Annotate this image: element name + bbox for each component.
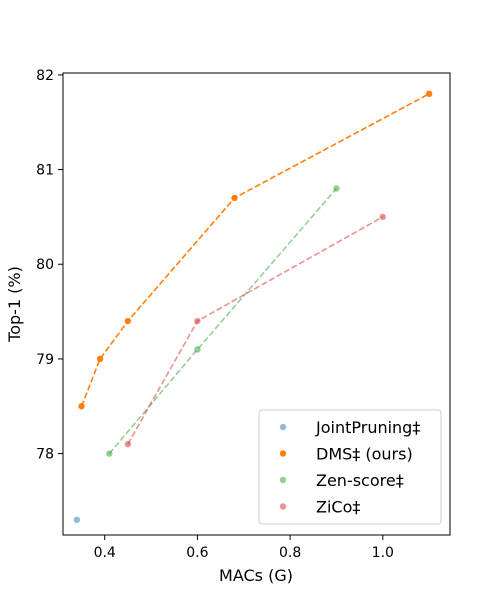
- y-axis-label: Top-1 (%): [5, 266, 24, 343]
- data-point: [194, 346, 201, 353]
- data-point: [73, 516, 81, 524]
- data-point: [194, 317, 201, 325]
- data-point: [106, 450, 113, 457]
- x-tick-label: 0.8: [279, 545, 301, 561]
- y-tick-label: 78: [36, 447, 54, 463]
- data-point: [96, 355, 104, 363]
- legend: JointPruning‡ DMS‡ (ours) Zen-score‡ ZiCo‡: [258, 409, 442, 525]
- series-layer: [73, 90, 433, 524]
- series-zen-score: [106, 185, 340, 457]
- x-tick-label: 0.6: [186, 545, 208, 561]
- data-point: [333, 185, 340, 192]
- legend-label: ZiCo‡: [316, 498, 360, 517]
- x-tick-label: 0.4: [94, 545, 116, 561]
- x-tick-label: 1.0: [372, 545, 394, 561]
- data-point: [231, 194, 238, 202]
- y-tick-label: 80: [36, 257, 54, 273]
- legend-marker: [279, 423, 287, 431]
- data-point: [78, 403, 85, 410]
- legend-label: Zen-score‡: [316, 471, 404, 490]
- series-zico: [124, 213, 386, 448]
- legend-label: DMS‡ (ours): [316, 445, 413, 464]
- y-tick-label: 82: [36, 68, 54, 84]
- x-axis-label: MACs (G): [219, 566, 293, 585]
- legend-marker: [279, 450, 287, 457]
- y-tick-label: 79: [36, 352, 54, 368]
- x-axis: 0.4 0.6 0.8 1.0: [94, 535, 394, 561]
- series-line: [108, 187, 338, 455]
- legend-label: JointPruning‡: [315, 418, 420, 437]
- y-axis: 78 79 80 81 82: [36, 68, 63, 463]
- series-jointpruning: [73, 516, 81, 524]
- legend-box: [258, 409, 442, 525]
- legend-marker: [279, 476, 287, 484]
- data-point: [379, 213, 386, 221]
- legend-marker: [279, 503, 287, 510]
- series-dms-ours: [78, 90, 433, 410]
- data-point: [124, 317, 132, 325]
- plot-frame: [62, 72, 451, 536]
- data-point: [124, 440, 132, 448]
- y-tick-label: 81: [36, 163, 54, 179]
- data-point: [425, 90, 433, 98]
